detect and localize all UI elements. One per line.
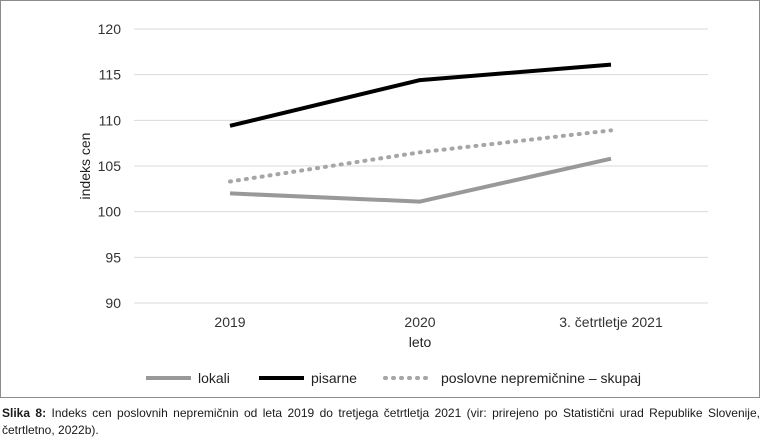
gridlines xyxy=(134,28,708,304)
legend-label: poslovne nepremičnine – skupaj xyxy=(441,370,641,386)
series-line-lokali xyxy=(229,156,612,204)
y-tick-label: 90 xyxy=(105,295,121,311)
x-axis-title: leto xyxy=(409,334,432,350)
y-tick-label: 100 xyxy=(98,204,122,220)
series-line-pisarne xyxy=(229,62,612,128)
x-tick-label: 2019 xyxy=(214,314,245,330)
line-chart: 90 95 100 105 110 115 120 2019 2020 3. četrtletj… xyxy=(77,21,708,386)
y-tick-label: 95 xyxy=(105,249,121,265)
legend-label: pisarne xyxy=(311,370,357,386)
figure-caption: Slika 8: Indeks cen poslovnih nepremični… xyxy=(2,405,760,439)
x-tick-labels: 2019 2020 3. četrtletje 2021 xyxy=(214,314,663,330)
legend: lokali pisarne poslovne nepremičnine – sku… xyxy=(146,370,641,386)
y-axis-title: indeks cen xyxy=(77,133,93,200)
chart-frame: 90 95 100 105 110 115 120 2019 2020 3. četrtletj… xyxy=(0,0,760,398)
legend-label: lokali xyxy=(198,370,230,386)
y-tick-label: 120 xyxy=(98,21,122,37)
caption-text: Indeks cen poslovnih nepremičnin od leta… xyxy=(2,406,760,437)
series-line-poslovne xyxy=(228,128,613,184)
series-lines xyxy=(228,62,613,204)
caption-label: Slika 8: xyxy=(2,406,47,420)
y-tick-label: 115 xyxy=(99,67,122,83)
y-tick-labels: 90 95 100 105 110 115 120 xyxy=(98,21,122,311)
y-tick-label: 110 xyxy=(99,112,122,128)
x-tick-label: 3. četrtletje 2021 xyxy=(559,314,663,330)
x-tick-label: 2020 xyxy=(404,314,435,330)
y-tick-label: 105 xyxy=(98,158,122,174)
